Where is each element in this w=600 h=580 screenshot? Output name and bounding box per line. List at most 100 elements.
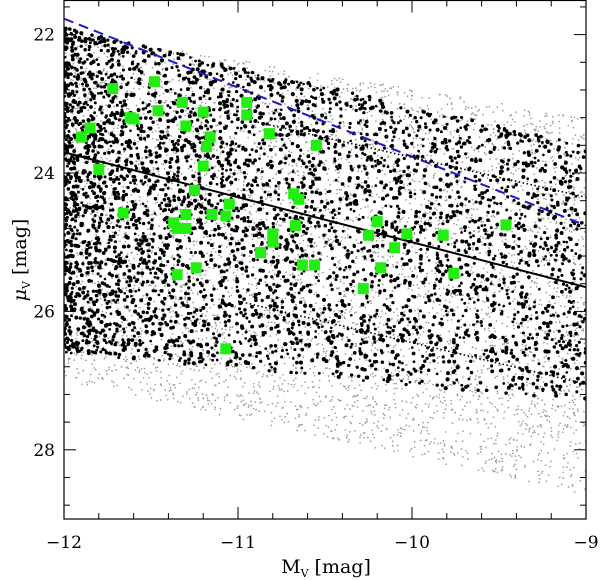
model-point-grey bbox=[253, 141, 256, 144]
model-point-grey bbox=[337, 260, 339, 263]
model-point-grey bbox=[348, 384, 350, 387]
model-point-grey bbox=[225, 341, 228, 344]
model-point-grey bbox=[267, 321, 270, 324]
model-point-grey bbox=[383, 90, 385, 93]
model-point-grey bbox=[438, 355, 440, 358]
model-point-grey bbox=[421, 426, 424, 428]
model-point-grey bbox=[268, 352, 271, 355]
model-point-grey bbox=[438, 304, 441, 306]
model-point-grey bbox=[174, 386, 176, 389]
model-point-grey bbox=[400, 349, 402, 351]
model-point-grey bbox=[540, 426, 542, 428]
model-point-grey bbox=[532, 138, 535, 141]
model-point-grey bbox=[552, 122, 554, 125]
model-point-grey bbox=[75, 331, 78, 334]
model-point-grey bbox=[538, 452, 541, 455]
model-point-grey bbox=[315, 302, 317, 305]
model-point-grey bbox=[188, 330, 190, 333]
model-point-grey bbox=[152, 363, 155, 365]
model-point-grey bbox=[233, 147, 236, 150]
model-point-grey bbox=[535, 285, 538, 288]
model-point-grey bbox=[313, 424, 315, 427]
model-point-grey bbox=[445, 463, 447, 465]
model-point-grey bbox=[334, 256, 337, 259]
model-point-grey bbox=[568, 407, 571, 410]
model-point-grey bbox=[377, 420, 380, 423]
model-point-grey bbox=[172, 264, 175, 266]
model-point-grey bbox=[355, 216, 358, 219]
model-point-grey bbox=[447, 384, 449, 387]
model-point-grey bbox=[531, 240, 534, 243]
model-point-grey bbox=[480, 199, 482, 202]
model-point-grey bbox=[355, 89, 358, 92]
model-point-grey bbox=[405, 401, 408, 403]
model-point-grey bbox=[540, 449, 543, 452]
model-point-grey bbox=[250, 233, 253, 236]
model-point-grey bbox=[305, 412, 308, 415]
model-point-grey bbox=[229, 357, 231, 359]
model-point-grey bbox=[476, 384, 478, 386]
model-point-grey bbox=[210, 67, 212, 69]
model-point-grey bbox=[254, 401, 257, 403]
model-point-grey bbox=[442, 287, 445, 290]
model-point-grey bbox=[419, 342, 421, 345]
model-point-grey bbox=[123, 220, 125, 223]
model-point-grey bbox=[154, 202, 157, 205]
model-point-grey bbox=[463, 101, 465, 104]
model-point-grey bbox=[75, 376, 78, 379]
model-point-grey bbox=[439, 205, 442, 207]
model-point-grey bbox=[541, 217, 543, 219]
model-point-grey bbox=[87, 93, 90, 95]
model-point-grey bbox=[110, 302, 113, 305]
model-point-grey bbox=[302, 153, 305, 155]
model-point-grey bbox=[148, 247, 151, 249]
model-point-grey bbox=[480, 445, 483, 448]
model-point-grey bbox=[328, 358, 331, 361]
model-point-grey bbox=[93, 265, 96, 268]
model-point-grey bbox=[77, 372, 80, 374]
model-point-grey bbox=[536, 167, 538, 169]
model-point-grey bbox=[297, 274, 300, 277]
model-point-grey bbox=[122, 287, 124, 290]
model-point-grey bbox=[551, 116, 554, 118]
model-point-grey bbox=[540, 260, 543, 263]
model-point-grey bbox=[450, 402, 453, 405]
model-point-grey bbox=[572, 401, 575, 404]
model-point-grey bbox=[329, 316, 331, 319]
model-point-grey bbox=[72, 312, 75, 314]
model-point-grey bbox=[294, 172, 297, 175]
model-point-grey bbox=[294, 405, 297, 407]
model-point-grey bbox=[436, 312, 438, 314]
model-point-grey bbox=[501, 457, 503, 460]
model-point-grey bbox=[579, 170, 582, 173]
model-point-grey bbox=[494, 227, 497, 230]
model-point-grey bbox=[324, 93, 326, 96]
model-point-grey bbox=[267, 404, 269, 406]
model-point-grey bbox=[461, 395, 463, 398]
model-point-grey bbox=[291, 165, 294, 167]
model-point-grey bbox=[418, 223, 420, 226]
model-point-grey bbox=[558, 424, 560, 427]
model-point-grey bbox=[179, 382, 181, 385]
model-point-grey bbox=[214, 321, 217, 324]
model-point-grey bbox=[326, 294, 328, 297]
model-point-grey bbox=[376, 349, 379, 351]
model-point-grey bbox=[301, 334, 303, 337]
model-point-grey bbox=[253, 331, 256, 333]
model-point-grey bbox=[344, 385, 346, 388]
model-point-grey bbox=[402, 378, 405, 380]
model-point-grey bbox=[575, 218, 577, 221]
model-point-grey bbox=[396, 108, 399, 110]
model-point-grey bbox=[294, 417, 297, 420]
model-point-grey bbox=[80, 77, 82, 80]
model-point-grey bbox=[574, 329, 577, 332]
model-point-grey bbox=[231, 176, 234, 178]
model-point-grey bbox=[414, 197, 417, 200]
model-point-grey bbox=[318, 236, 321, 239]
model-point-grey bbox=[204, 269, 207, 272]
model-point-grey bbox=[139, 381, 142, 384]
model-point-grey bbox=[296, 207, 298, 210]
model-point-grey bbox=[127, 308, 130, 311]
model-point-grey bbox=[389, 181, 392, 184]
model-point-grey bbox=[563, 389, 566, 392]
